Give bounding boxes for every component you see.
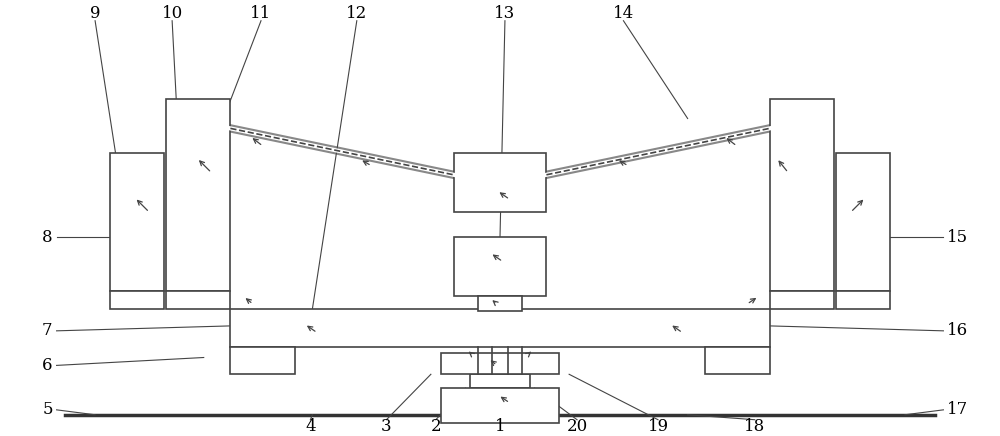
Bar (454, 153, 546, 212)
Text: 6: 6 (42, 357, 53, 374)
Bar (470, 374, 530, 388)
Text: 11: 11 (250, 5, 272, 22)
Bar (454, 237, 546, 296)
Bar (230, 347, 295, 374)
Text: 15: 15 (947, 228, 968, 245)
Text: 10: 10 (162, 5, 183, 22)
Text: 16: 16 (947, 322, 968, 339)
Text: 3: 3 (381, 418, 392, 435)
Text: 1: 1 (495, 418, 505, 435)
Bar (230, 309, 770, 347)
Text: 12: 12 (346, 5, 367, 22)
Bar (110, 153, 164, 291)
Text: 2: 2 (430, 418, 441, 435)
Bar (836, 291, 890, 309)
Text: 18: 18 (744, 418, 765, 435)
Bar (110, 291, 164, 309)
Bar (166, 99, 230, 291)
Text: 8: 8 (42, 228, 53, 245)
Bar (478, 296, 522, 311)
Text: 17: 17 (947, 402, 969, 418)
Bar (441, 353, 559, 374)
Text: 5: 5 (42, 402, 53, 418)
Text: 9: 9 (90, 5, 100, 22)
Text: 20: 20 (566, 418, 588, 435)
Bar (770, 99, 834, 291)
Bar (836, 153, 890, 291)
Bar (166, 291, 230, 309)
Text: 13: 13 (494, 5, 516, 22)
Text: 7: 7 (42, 322, 53, 339)
Text: 4: 4 (305, 418, 316, 435)
Bar (441, 388, 559, 422)
Bar (770, 291, 834, 309)
Bar (705, 347, 770, 374)
Text: 14: 14 (613, 5, 634, 22)
Text: 19: 19 (647, 418, 669, 435)
